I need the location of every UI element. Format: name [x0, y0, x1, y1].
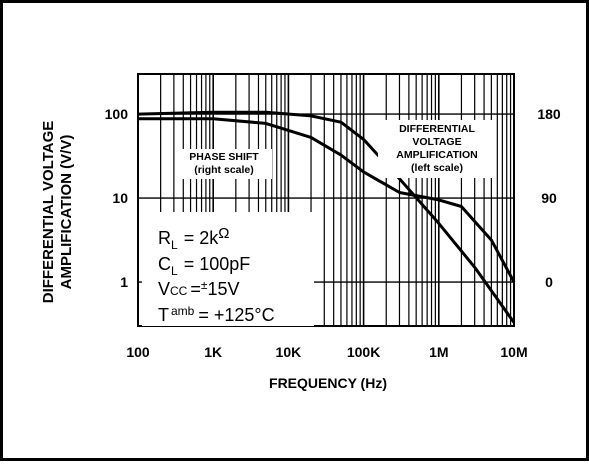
dva-label-line3: AMPLIFICATION — [396, 149, 477, 161]
phase-label-line2: (right scale) — [194, 164, 254, 176]
dva-label-line1: DIFFERENTIAL — [399, 123, 475, 135]
x-axis-label: FREQUENCY (Hz) — [269, 375, 387, 391]
curves — [137, 110, 516, 324]
condition-rl: RL = 2kΩ — [158, 225, 229, 252]
y2-tick-label: 90 — [541, 190, 557, 206]
y-tick-labels: 100 10 1 — [105, 106, 129, 290]
y-tick-label: 10 — [112, 190, 128, 206]
conditions-bg — [142, 212, 314, 326]
phase-label-line1: PHASE SHIFT — [189, 151, 259, 163]
voltage-amplification-line — [137, 110, 516, 324]
x-tick-labels: 100 1K 10K 100K 1M 10M — [126, 344, 527, 360]
condition-cl: CL = 100pF — [158, 254, 250, 278]
dva-label-line2: VOLTAGE — [412, 136, 461, 148]
y-tick-label: 1 — [120, 274, 128, 290]
x-tick-label: 10K — [276, 344, 302, 360]
x-tick-label: 100 — [126, 344, 150, 360]
phase-shift-line — [138, 117, 516, 283]
y-axis-label-line2: AMPLIFICATION (V/V) — [58, 135, 75, 290]
x-tick-label: 1K — [204, 344, 222, 360]
y-tick-label: 100 — [105, 106, 129, 122]
condition-vcc: VCC =±15V — [158, 278, 240, 299]
x-tick-label: 1M — [429, 344, 448, 360]
x-tick-label: 100K — [347, 344, 380, 360]
y2-tick-labels: 180 90 0 — [537, 106, 561, 290]
y2-tick-label: 180 — [537, 106, 561, 122]
y2-tick-label: 0 — [545, 274, 553, 290]
plot-frame — [137, 73, 515, 327]
x-tick-label: 10M — [500, 344, 527, 360]
dva-label-line4: (left scale) — [411, 162, 463, 174]
dva-label-bg — [378, 120, 496, 178]
y-axis-label-line1: DIFFERENTIAL VOLTAGE — [40, 121, 57, 304]
phase-label-bg — [176, 149, 272, 179]
